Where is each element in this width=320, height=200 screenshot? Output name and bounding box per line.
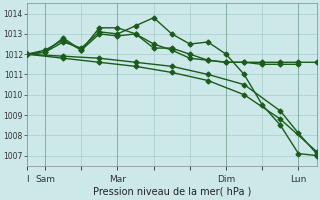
X-axis label: Pression niveau de la mer( hPa ): Pression niveau de la mer( hPa ) [92,187,251,197]
